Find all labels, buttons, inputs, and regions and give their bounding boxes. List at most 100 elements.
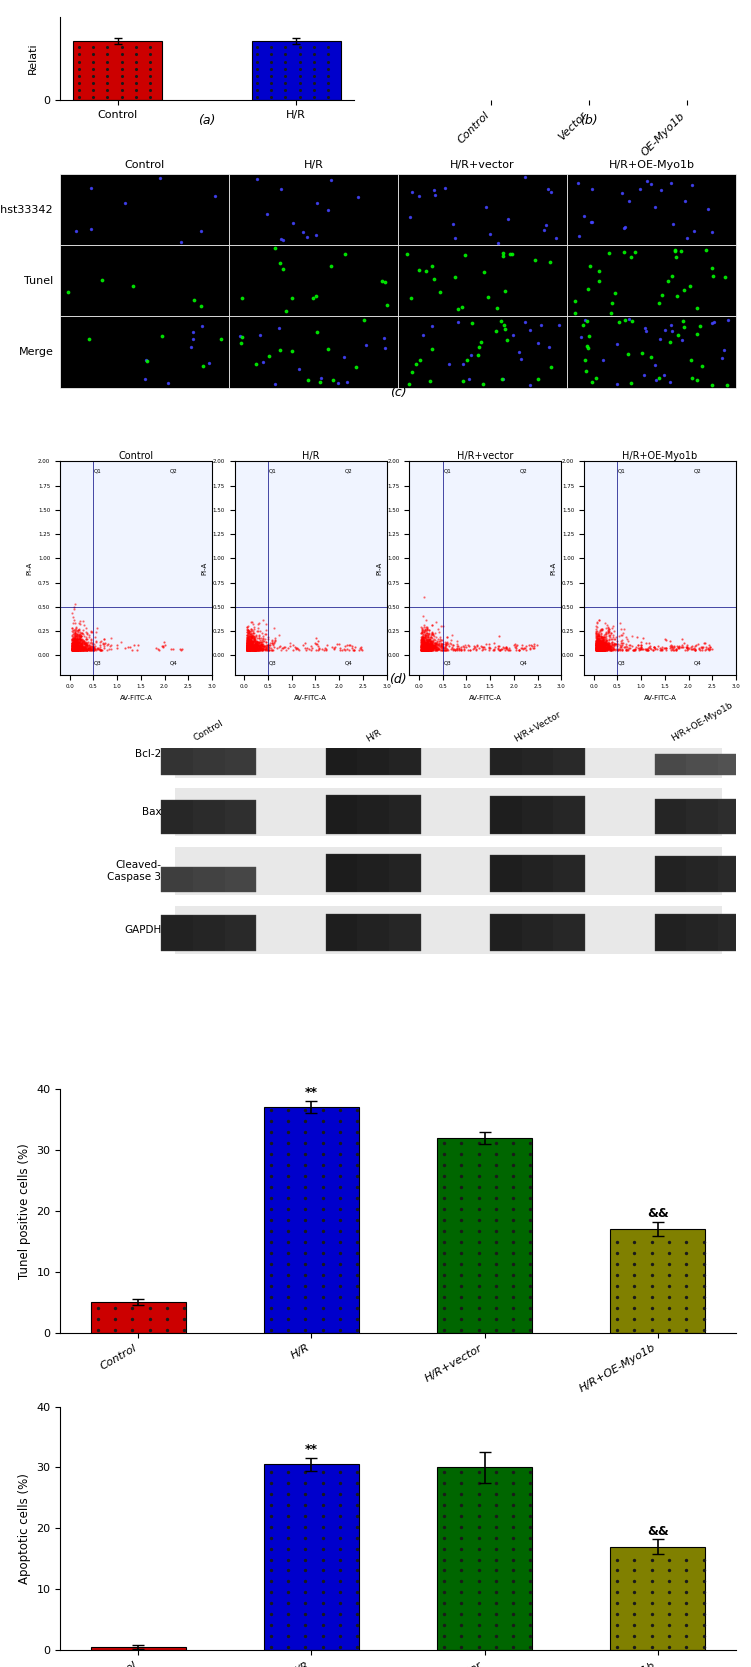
- Point: [591, 635, 603, 662]
- Point: [509, 637, 521, 663]
- Point: [593, 632, 605, 658]
- Point: [599, 632, 611, 658]
- Point: [249, 623, 261, 650]
- Point: [421, 630, 433, 657]
- Point: [265, 1130, 277, 1157]
- Point: [515, 635, 527, 662]
- Point: [419, 628, 431, 655]
- Point: [245, 633, 257, 660]
- Point: [68, 635, 80, 662]
- Point: [422, 623, 434, 650]
- Point: [627, 637, 639, 663]
- Point: [553, 312, 565, 338]
- Point: [86, 633, 98, 660]
- Point: [426, 635, 438, 662]
- Point: [282, 1317, 294, 1344]
- Point: [70, 630, 82, 657]
- Point: [416, 632, 428, 658]
- Point: [524, 1547, 536, 1574]
- Point: [608, 635, 620, 662]
- Point: [85, 618, 97, 645]
- Point: [282, 1294, 294, 1320]
- Point: [282, 1195, 294, 1222]
- Point: [322, 77, 334, 103]
- Point: [317, 1185, 329, 1212]
- Point: [248, 633, 260, 660]
- Point: [249, 635, 261, 662]
- Point: [317, 1469, 329, 1495]
- Point: [334, 1514, 346, 1540]
- Point: [72, 635, 84, 662]
- Bar: [490, 797, 522, 834]
- Point: [241, 630, 253, 657]
- Point: [69, 620, 81, 647]
- Point: [602, 632, 614, 658]
- Point: [593, 635, 605, 662]
- Bar: [326, 854, 357, 892]
- Point: [245, 635, 257, 662]
- Point: [75, 635, 87, 662]
- Point: [77, 637, 89, 663]
- Point: [653, 635, 665, 662]
- Point: [490, 1590, 502, 1617]
- Point: [662, 268, 674, 295]
- Point: [246, 633, 258, 660]
- Point: [263, 637, 275, 663]
- Point: [618, 238, 630, 265]
- Point: [242, 628, 254, 655]
- Point: [144, 83, 156, 110]
- Point: [591, 623, 603, 650]
- Point: [71, 635, 83, 662]
- Point: [245, 633, 257, 660]
- Point: [417, 637, 429, 663]
- Point: [243, 633, 255, 660]
- Point: [415, 627, 427, 653]
- Point: [593, 637, 605, 663]
- Point: [322, 48, 334, 75]
- Point: [240, 632, 252, 658]
- Point: [611, 1547, 623, 1574]
- Point: [623, 637, 635, 663]
- Point: [418, 627, 430, 653]
- Point: [246, 627, 258, 653]
- Point: [417, 637, 429, 663]
- Point: [68, 632, 80, 658]
- Point: [241, 625, 253, 652]
- Point: [77, 633, 89, 660]
- Point: [419, 633, 431, 660]
- Point: [243, 635, 255, 662]
- Point: [248, 635, 260, 662]
- Point: [592, 625, 604, 652]
- Point: [591, 637, 603, 663]
- Point: [241, 637, 253, 663]
- Point: [590, 630, 602, 657]
- Point: [611, 1600, 623, 1627]
- Point: [416, 635, 428, 662]
- Point: [596, 625, 608, 652]
- Point: [593, 620, 605, 647]
- Point: [67, 637, 79, 663]
- Point: [246, 623, 258, 650]
- Point: [66, 635, 78, 662]
- Point: [261, 620, 273, 647]
- Point: [422, 633, 434, 660]
- Point: [418, 635, 430, 662]
- Point: [162, 370, 174, 397]
- Point: [418, 633, 430, 660]
- Point: [75, 632, 87, 658]
- Point: [635, 632, 647, 658]
- Y-axis label: Relati: Relati: [28, 43, 38, 75]
- Point: [591, 635, 603, 662]
- Point: [422, 637, 434, 663]
- Point: [423, 617, 435, 643]
- Point: [246, 635, 258, 662]
- Point: [649, 635, 661, 662]
- Point: [596, 635, 608, 662]
- Point: [430, 182, 442, 208]
- Point: [590, 625, 602, 652]
- Point: [80, 628, 92, 655]
- Point: [596, 632, 608, 658]
- Point: [605, 635, 617, 662]
- Point: [245, 623, 257, 650]
- Point: [132, 632, 144, 658]
